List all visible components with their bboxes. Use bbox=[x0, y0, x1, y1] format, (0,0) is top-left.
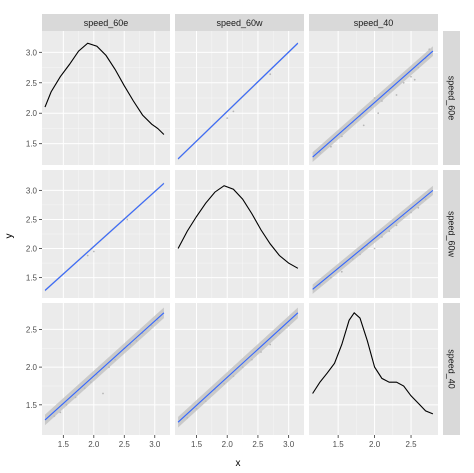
x-tick-label: 2.0 bbox=[369, 440, 381, 449]
data-point bbox=[373, 247, 376, 250]
row-strip-label: speed_60w bbox=[447, 211, 457, 258]
fit-line bbox=[177, 42, 299, 160]
panel-2-0 bbox=[42, 303, 170, 435]
data-point bbox=[269, 343, 272, 346]
data-point bbox=[362, 124, 365, 127]
panel-1-1 bbox=[175, 170, 304, 298]
panel-0-2 bbox=[309, 31, 438, 165]
panel-1-0 bbox=[42, 170, 170, 298]
panel-0-1 bbox=[175, 31, 304, 165]
panel-0-0 bbox=[42, 31, 170, 165]
fit-line bbox=[44, 312, 165, 421]
y-tick-label: 2.0 bbox=[26, 363, 38, 372]
column-strip-label: speed_60e bbox=[84, 18, 129, 28]
data-point bbox=[340, 270, 343, 273]
data-point bbox=[226, 117, 229, 119]
x-tick-label: 2.0 bbox=[88, 440, 100, 449]
data-point bbox=[92, 250, 95, 253]
x-tick-label: 2.5 bbox=[405, 440, 417, 449]
panels-layer bbox=[42, 31, 438, 435]
density-curve bbox=[44, 42, 165, 135]
y-tick-label: 1.5 bbox=[26, 274, 38, 283]
fit-line bbox=[177, 312, 299, 423]
fit-line bbox=[312, 50, 434, 158]
data-point bbox=[86, 254, 89, 257]
y-tick-label: 2.5 bbox=[26, 215, 38, 224]
panel-2-1 bbox=[175, 303, 304, 435]
y-tick-label: 2.0 bbox=[26, 109, 38, 118]
column-strip bbox=[309, 14, 438, 31]
y-tick-label: 1.5 bbox=[26, 401, 38, 410]
x-tick-label: 2.0 bbox=[222, 440, 234, 449]
panel-background bbox=[309, 303, 438, 435]
x-tick-label: 3.0 bbox=[149, 440, 161, 449]
strips-layer: speed_60e speed_60w speed_40speed_60espeed… bbox=[42, 14, 460, 435]
y-tick-label: 3.0 bbox=[26, 186, 38, 195]
x-tick-label: 1.5 bbox=[333, 440, 345, 449]
x-tick-label: 1.5 bbox=[58, 440, 70, 449]
column-strip bbox=[42, 14, 170, 31]
x-tick-label: 1.5 bbox=[191, 440, 203, 449]
y-tick-label: 1.5 bbox=[26, 140, 38, 149]
x-tick-label: 2.5 bbox=[119, 440, 131, 449]
panel-1-2 bbox=[309, 170, 438, 298]
data-point bbox=[402, 81, 405, 84]
data-point bbox=[269, 73, 272, 76]
fit-line bbox=[312, 189, 434, 290]
data-point bbox=[395, 94, 398, 96]
row-strip-label: speed_60e bbox=[447, 76, 457, 121]
fit-line bbox=[44, 182, 165, 291]
row-strip bbox=[443, 303, 460, 435]
y-tick-label: 2.5 bbox=[26, 79, 38, 88]
data-point bbox=[413, 78, 416, 81]
ticks-layer: 1.5 2.0 2.5 3.0 1.5 2.0 2.5 3.0 1.5 2.0 2.5 1.5 2.0 2… bbox=[26, 48, 417, 449]
y-tick-label: 2.0 bbox=[26, 245, 38, 254]
data-point bbox=[232, 110, 235, 113]
x-axis-title: x bbox=[236, 458, 241, 469]
column-strip-label: speed_40 bbox=[354, 18, 394, 28]
data-point bbox=[102, 392, 104, 395]
row-strip bbox=[443, 31, 460, 165]
row-strip-label: speed_40 bbox=[447, 349, 457, 389]
panel-2-2 bbox=[309, 303, 438, 435]
y-tick-label: 3.0 bbox=[26, 48, 38, 57]
density-curve bbox=[177, 185, 299, 269]
data-point bbox=[126, 218, 129, 221]
data-point bbox=[410, 75, 412, 78]
y-axis-title: y bbox=[4, 234, 15, 239]
column-strip-label: speed_60w bbox=[216, 18, 263, 28]
x-tick-label: 3.0 bbox=[283, 440, 295, 449]
row-strip bbox=[443, 170, 460, 298]
column-strip bbox=[175, 14, 304, 31]
density-curve bbox=[312, 311, 434, 415]
data-point bbox=[59, 411, 62, 414]
y-tick-label: 2.5 bbox=[26, 325, 38, 334]
data-point bbox=[377, 112, 380, 115]
x-tick-label: 2.5 bbox=[252, 440, 264, 449]
